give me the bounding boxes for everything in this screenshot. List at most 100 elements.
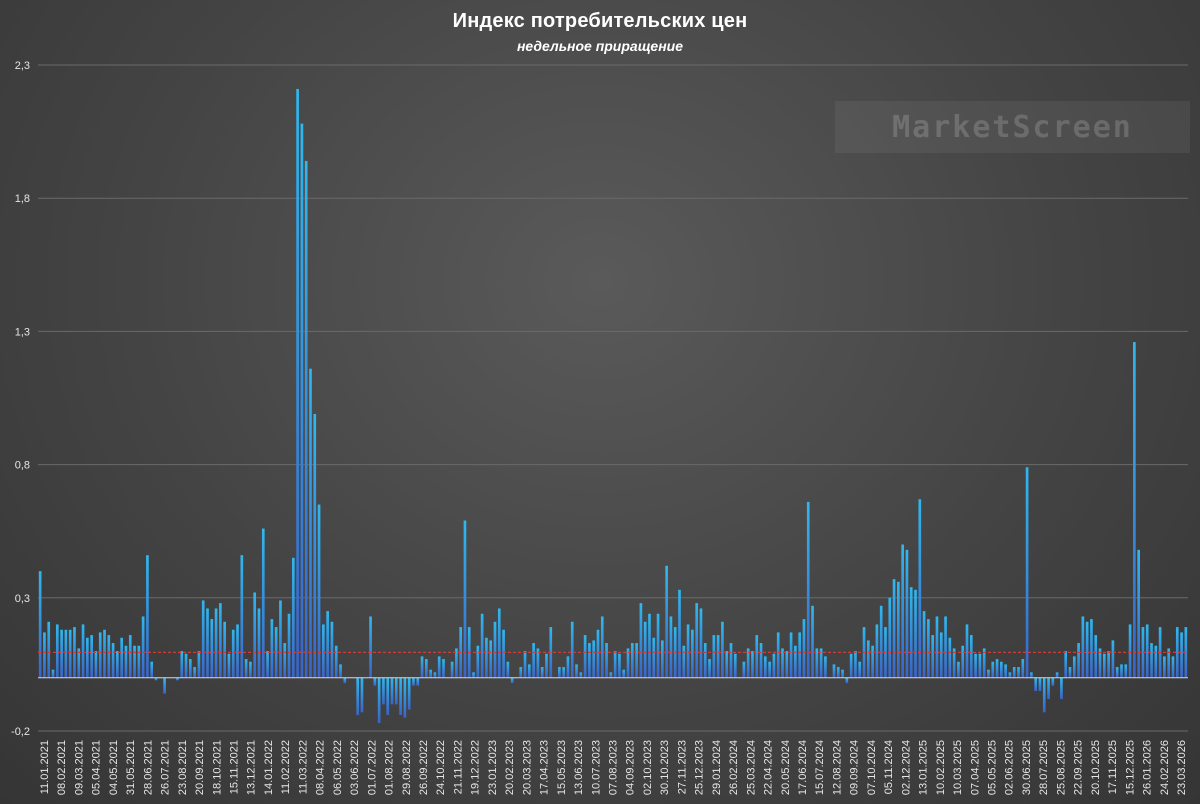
bar [231, 629, 235, 678]
bar [189, 659, 192, 678]
bar [322, 624, 325, 678]
bar [661, 640, 664, 678]
bar [223, 621, 226, 678]
x-tick-label: 02.12.2024 [900, 740, 912, 795]
bar [1171, 656, 1175, 678]
bar [334, 645, 338, 678]
bar [575, 664, 578, 678]
bar [86, 637, 89, 678]
bar [1098, 648, 1102, 678]
bar [669, 616, 673, 678]
bar [429, 669, 432, 678]
x-tick-label: 30.06.2025 [1021, 740, 1033, 795]
bar [296, 88, 299, 678]
chart-subtitle: недельное приращение [516, 38, 684, 54]
bar [570, 621, 574, 678]
bar [476, 645, 480, 678]
x-tick-label: 25.08.2025 [1055, 740, 1067, 795]
y-tick-label: 1,3 [15, 326, 30, 338]
bar [901, 544, 904, 678]
x-tick-label: 24.02.2026 [1159, 740, 1171, 795]
x-tick-label: 11.02.2022 [280, 740, 292, 794]
bar [699, 608, 703, 678]
bar [721, 621, 724, 678]
bar [416, 677, 420, 686]
bar [455, 648, 458, 678]
bar [249, 661, 252, 678]
bar [1137, 549, 1140, 678]
x-tick-label: 08.02.2021 [56, 740, 68, 795]
bar [622, 669, 626, 678]
bar [506, 661, 510, 678]
bar [124, 645, 128, 678]
bar [146, 555, 149, 678]
bar [978, 653, 982, 678]
x-tick-label: 27.11.2023 [676, 740, 688, 794]
x-tick-label: 20.05.2024 [780, 740, 792, 795]
x-tick-label: 08.04.2022 [315, 740, 327, 795]
bar [270, 619, 274, 678]
bar [1081, 616, 1085, 678]
bar [841, 669, 844, 678]
bar [536, 648, 540, 678]
bar [630, 643, 634, 678]
bar [1085, 621, 1089, 678]
bar [163, 677, 166, 694]
bar [871, 645, 874, 678]
bar [1017, 667, 1020, 678]
bar [892, 579, 896, 678]
bar [90, 635, 93, 678]
chart-title: Индекс потребительских цен [452, 10, 748, 32]
bar [1150, 643, 1153, 678]
bar [502, 629, 505, 678]
bar [330, 621, 334, 678]
bar [420, 656, 424, 678]
bar [47, 621, 51, 678]
x-tick-label: 26.09.2022 [418, 740, 430, 795]
bar [562, 667, 565, 678]
x-tick-label: 14.01.2022 [263, 740, 275, 795]
bar [596, 629, 600, 678]
bar [1128, 624, 1132, 678]
bar [51, 669, 55, 678]
bar [1180, 632, 1183, 678]
bar [437, 656, 441, 678]
bar [866, 640, 870, 678]
bar [995, 659, 999, 678]
bar [253, 592, 257, 678]
bar [879, 605, 883, 678]
x-tick-label: 29.01.2024 [711, 740, 723, 795]
bar [832, 664, 836, 678]
x-tick-label: 20.10.2025 [1090, 740, 1102, 795]
bar [755, 635, 759, 678]
bar [369, 616, 372, 678]
bar [648, 613, 651, 678]
bar [176, 677, 179, 681]
bar [811, 605, 814, 678]
x-tick-label: 05.04.2021 [91, 740, 103, 795]
bar [944, 616, 947, 678]
bar [184, 653, 188, 678]
bar [626, 648, 630, 678]
x-tick-label: 26.01.2026 [1142, 740, 1154, 795]
bar [116, 651, 119, 678]
bar [1042, 677, 1046, 713]
x-tick-label: 11.01.2021 [39, 740, 51, 794]
x-tick-label: 26.02.2024 [728, 740, 740, 795]
bar [772, 653, 776, 678]
x-tick-label: 06.05.2022 [332, 740, 344, 795]
bar [781, 648, 784, 678]
x-tick-label: 18.10.2021 [211, 740, 223, 795]
x-tick-label: 28.06.2021 [142, 740, 154, 795]
bar [845, 677, 849, 684]
bar [300, 123, 304, 678]
x-tick-label: 15.07.2024 [814, 740, 826, 795]
bar [635, 643, 638, 678]
bar [309, 368, 312, 678]
bar [1115, 667, 1119, 678]
bar [815, 648, 819, 678]
bar [965, 624, 969, 678]
bar [1167, 648, 1171, 678]
x-tick-label: 26.07.2021 [160, 740, 172, 795]
y-tick-label: 0,3 [15, 593, 30, 605]
